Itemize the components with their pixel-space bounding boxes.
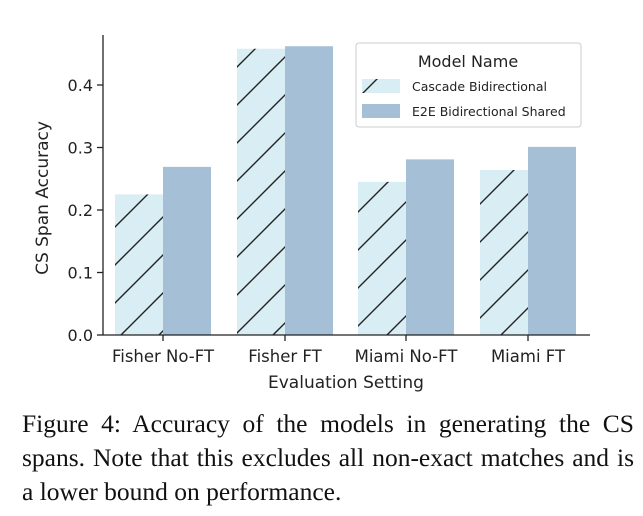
legend-frame xyxy=(355,42,582,128)
y-axis-label: CS Span Accuracy xyxy=(33,121,53,275)
y-ticks-group: 0.0 0.1 0.2 0.3 0.4 xyxy=(68,76,103,345)
bar-cascade-hatch-1 xyxy=(237,48,285,335)
y-tick-label: 0.0 xyxy=(68,326,93,345)
bar-e2e-0 xyxy=(163,166,211,335)
figure-caption: Figure 4: Accuracy of the models in gene… xyxy=(22,409,634,506)
legend-label-e2e: E2E Bidirectional Shared xyxy=(412,104,566,119)
bar-cascade-hatch-2 xyxy=(358,181,406,335)
legend-title: Model Name xyxy=(418,52,518,71)
bar-e2e-2 xyxy=(406,159,454,335)
x-tick-label: Fisher No-FT xyxy=(112,347,215,366)
x-axis-label: Evaluation Setting xyxy=(268,373,424,393)
legend-swatch-cascade-hatch xyxy=(362,79,400,93)
x-ticks-group: Fisher No-FT Fisher FT Miami No-FT Miami FT xyxy=(112,335,566,366)
x-tick-label: Miami No-FT xyxy=(355,347,459,366)
bar-chart: 0.0 0.1 0.2 0.3 0.4 Fisher No-FT Fisher FT Mia… xyxy=(33,35,590,393)
legend-swatch-e2e xyxy=(362,104,400,118)
x-tick-label: Miami FT xyxy=(491,347,566,366)
bars-group xyxy=(115,46,576,335)
y-tick-label: 0.2 xyxy=(68,201,93,220)
y-tick-label: 0.1 xyxy=(68,264,93,283)
bar-e2e-3 xyxy=(528,146,576,335)
legend-label-cascade: Cascade Bidirectional xyxy=(412,79,547,94)
x-tick-label: Fisher FT xyxy=(248,347,322,366)
y-tick-label: 0.3 xyxy=(68,139,93,158)
bar-cascade-hatch-0 xyxy=(115,194,163,335)
bar-e2e-1 xyxy=(285,46,333,335)
legend: Model Name Cascade Bidirectional E2E Bid… xyxy=(355,42,582,128)
bar-cascade-hatch-3 xyxy=(480,170,528,335)
y-tick-label: 0.4 xyxy=(68,76,93,95)
